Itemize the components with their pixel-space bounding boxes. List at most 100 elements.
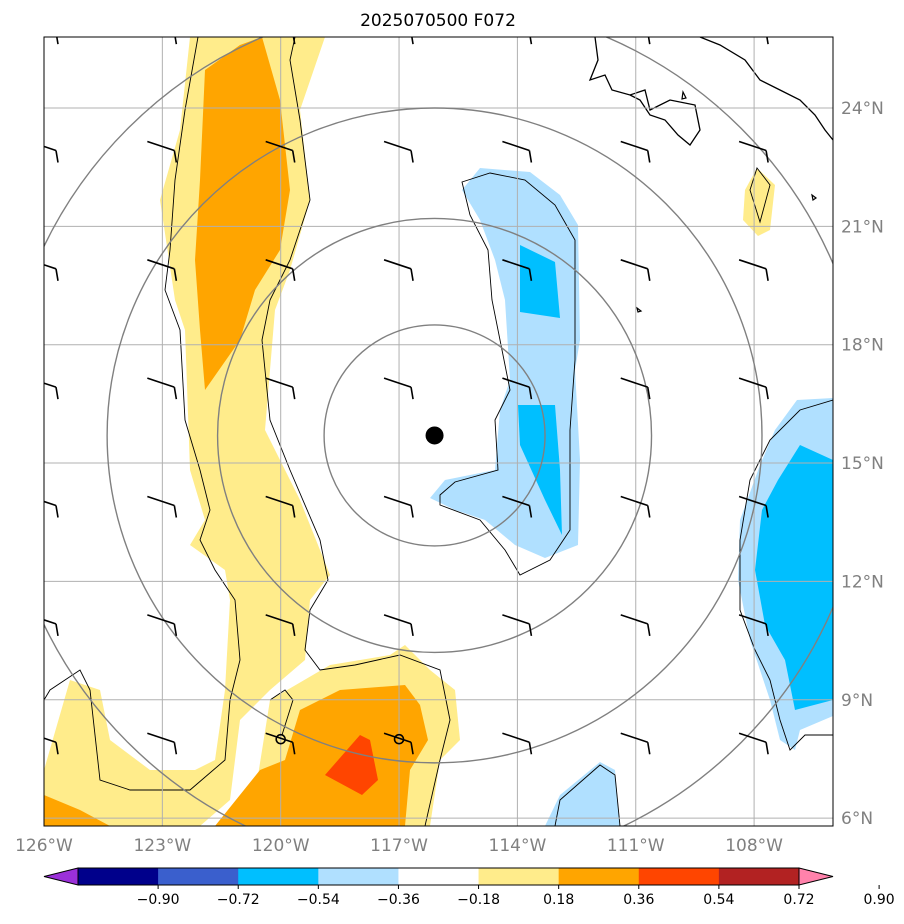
wind-barb [620, 259, 651, 281]
colorbar-segment [238, 868, 319, 885]
colorbar-segment [558, 868, 640, 885]
contour-south-loop [269, 689, 294, 736]
wind-barb [383, 495, 414, 518]
latitude-label: 15°N [841, 454, 884, 474]
island [636, 306, 643, 313]
wind-barb [147, 259, 178, 281]
contour-south-center [554, 764, 621, 826]
colorbar-frame [77, 867, 800, 886]
station-marker [393, 733, 405, 745]
wind-barb [766, 37, 769, 45]
markers [275, 426, 444, 745]
wind-barb [44, 263, 59, 281]
wind-barb [411, 37, 414, 45]
colorbar-segment [638, 868, 720, 885]
colorbar-tick-label: −0.54 [297, 892, 340, 908]
longitude-label: 117°W [370, 836, 428, 856]
positive-max-south [325, 735, 378, 795]
wind-barb [174, 37, 178, 45]
colorbar-tick-label: 0.18 [543, 892, 574, 908]
storm-center-marker [425, 426, 444, 445]
wind-barb [502, 259, 533, 281]
negative-east-core [755, 445, 833, 710]
wind-barb [620, 495, 651, 518]
wind-barb [44, 145, 59, 163]
wind-barb [147, 377, 178, 400]
wind-barb [502, 614, 533, 636]
colorbar-segment [398, 868, 480, 885]
longitude-label: 114°W [489, 836, 547, 856]
wind-barb [292, 37, 296, 45]
wind-barb [738, 377, 769, 400]
longitude-label: 108°W [725, 836, 783, 856]
wind-barb [502, 495, 533, 518]
wind-barb [738, 614, 769, 636]
negative-crescent-core-north [520, 245, 560, 318]
range-ring [323, 324, 546, 547]
colorbar-segment [478, 868, 560, 885]
contour-west-outer [44, 37, 241, 791]
range-ring [106, 107, 763, 764]
station-marker [275, 733, 287, 745]
longitude-label: 126°W [15, 836, 73, 856]
positive-core-south [215, 685, 428, 826]
latitude-label: 21°N [841, 217, 884, 237]
colorbar-tick-label: 0.72 [783, 892, 814, 908]
colorbar-tick-label: −0.90 [137, 892, 180, 908]
wind-barb [265, 732, 296, 755]
colorbar-tick-label: 0.90 [864, 892, 895, 908]
wind-barb [620, 614, 651, 636]
longitude-labels: 126°W 123°W 120°W 117°W 114°W 111°W 108°W [15, 836, 783, 856]
wind-barb [265, 614, 296, 636]
positive-core-west [195, 37, 290, 390]
wind-barb [56, 37, 59, 45]
colorbar-segment [158, 868, 239, 885]
wind-barb [44, 737, 59, 755]
contour-east [739, 399, 833, 751]
wind-barb [529, 37, 533, 45]
wind-barb [44, 500, 59, 518]
coastline [588, 37, 701, 146]
wind-barb [147, 732, 178, 755]
colorbar-tick-label: −0.72 [217, 892, 260, 908]
wind-barb [147, 495, 178, 518]
island [811, 193, 818, 201]
colorbar-tick-label: −0.36 [377, 892, 420, 908]
range-rings [44, 37, 833, 826]
wind-barb [383, 259, 414, 281]
colorbar [43, 867, 834, 886]
range-ring [216, 217, 653, 654]
wind-barb [147, 140, 178, 163]
map-frame [43, 36, 834, 827]
map-area [44, 37, 833, 826]
colorbar-labels: −0.90 −0.72 −0.54 −0.36 −0.18 0.18 0.36 0.54 0.7… [137, 885, 895, 908]
wind-barb [265, 377, 296, 400]
wind-barb [738, 259, 769, 281]
positive-small-ne [743, 168, 775, 236]
wind-barb [383, 140, 414, 163]
latitude-label: 24°N [841, 99, 884, 119]
latitude-label: 12°N [841, 572, 884, 592]
colorbar-extend-high [798, 867, 834, 886]
longitude-label: 111°W [607, 836, 665, 856]
island [681, 90, 687, 100]
colorbar-extend-low [43, 867, 79, 886]
colorbar-segment [718, 868, 800, 885]
negative-south-center [545, 762, 620, 826]
longitude-label: 120°W [252, 836, 310, 856]
wind-barb [265, 140, 296, 163]
colorbar-tick-label: 0.36 [623, 892, 654, 908]
wind-barb [147, 614, 178, 636]
wind-barb [265, 495, 296, 518]
colorbar-tick-label: 0.54 [703, 892, 734, 908]
wind-barb [738, 495, 769, 518]
wind-barb [502, 377, 533, 400]
wind-barb [620, 732, 651, 755]
coastline-mainland [699, 37, 833, 141]
colorbar-tick-label: −0.18 [457, 892, 500, 908]
wind-barb [383, 377, 414, 400]
wind-barb [265, 259, 296, 281]
longitude-label: 123°W [133, 836, 191, 856]
wind-barb [44, 382, 59, 400]
